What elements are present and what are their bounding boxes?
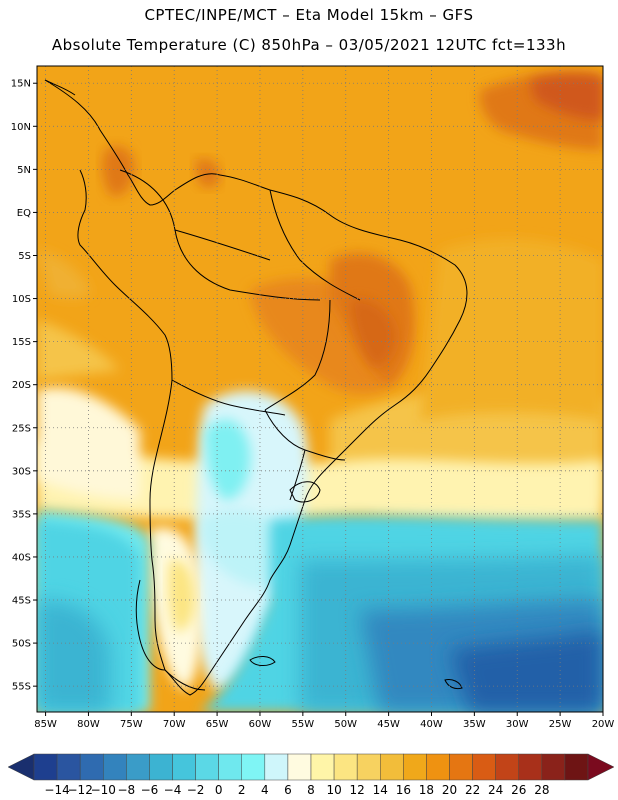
colorbar-swatch xyxy=(56,753,81,781)
colorbar-tick-label: −8 xyxy=(117,783,135,797)
lat-tick-label: 30S xyxy=(12,466,31,477)
colorbar-swatch xyxy=(103,753,127,781)
colorbar-tick-label: −10 xyxy=(91,783,116,797)
color-legend: −14−12−10 −8 −6 −4 −2 0 2 4 6 8 10 12 14 16 18 20 22 24 26… xyxy=(7,753,615,797)
lon-tick-label: 70W xyxy=(163,719,186,730)
lon-tick-label: 45W xyxy=(377,719,400,730)
lat-tick-label: 40S xyxy=(12,552,31,563)
colorbar-tick-label: 4 xyxy=(261,783,269,797)
colorbar-swatch xyxy=(472,753,496,781)
colorbar-tick-label: 18 xyxy=(419,783,434,797)
colorbar-swatch xyxy=(264,753,289,781)
colorbar-tick-label: 10 xyxy=(326,783,341,797)
lon-tick-label: 75W xyxy=(120,719,143,730)
colorbar-tick-label: 0 xyxy=(215,783,223,797)
colorbar-tick-label: 14 xyxy=(373,783,388,797)
lon-tick-label: 30W xyxy=(506,719,529,730)
lat-tick-label: 10N xyxy=(11,122,31,133)
lon-tick-label: 60W xyxy=(249,719,272,730)
colorbar-tick-label: 8 xyxy=(307,783,315,797)
lat-tick-label: 35S xyxy=(12,509,31,520)
colorbar-swatch xyxy=(241,753,266,781)
coastlines-borders xyxy=(44,79,468,696)
temperature-field xyxy=(37,66,603,712)
lat-tick-label: 5S xyxy=(18,251,31,262)
colorbar-swatch xyxy=(310,753,335,781)
colorbar-swatch xyxy=(195,753,219,781)
lon-tick-label: 25W xyxy=(549,719,572,730)
colorbar-swatch xyxy=(449,753,473,781)
colorbar-tick-label: 12 xyxy=(350,783,365,797)
colorbar-tick-label: 2 xyxy=(238,783,246,797)
lon-tick-label: 55W xyxy=(292,719,315,730)
colorbar-swatch xyxy=(380,753,404,781)
lon-tick-label: 85W xyxy=(34,719,57,730)
lat-tick-label: 20S xyxy=(12,380,31,391)
lat-tick-label: 10S xyxy=(12,294,31,305)
colorbar-swatch xyxy=(518,753,543,781)
lat-tick-label: 50S xyxy=(12,639,31,650)
colorbar-swatch xyxy=(403,753,427,781)
lat-tick-label: 25S xyxy=(12,423,31,434)
colorbar-swatch xyxy=(426,753,450,781)
colorbar-swatch xyxy=(126,753,150,781)
colorbar-tick-label: −4 xyxy=(164,783,182,797)
colorbar-swatch xyxy=(541,753,566,781)
map-frame xyxy=(36,65,604,713)
lon-tick-label: 50W xyxy=(334,719,357,730)
colorbar-under-arrow xyxy=(7,753,35,781)
longitude-axis: 85W 80W 75W 70W 65W 60W 55W 50W 45W 40W 35W 30W 25W 2… xyxy=(34,712,614,730)
lon-tick-label: 65W xyxy=(206,719,229,730)
lat-tick-label: 5N xyxy=(17,165,31,176)
colorbar-swatch xyxy=(79,753,104,781)
colorbar-swatch xyxy=(287,753,312,781)
colorbar-tick-label: −12 xyxy=(68,783,93,797)
colorbar-swatch xyxy=(172,753,196,781)
colorbar-swatch xyxy=(564,753,589,781)
chart-subtitle: Absolute Temperature (C) 850hPa – 03/05/… xyxy=(51,36,567,54)
colorbar-tick-label: 16 xyxy=(396,783,411,797)
lat-tick-label: 15S xyxy=(12,337,31,348)
colorbar-swatch xyxy=(495,753,519,781)
colorbar-tick-label: −6 xyxy=(141,783,159,797)
colorbar-swatch xyxy=(218,753,243,781)
lat-tick-label: 55S xyxy=(12,682,31,693)
lon-tick-label: 20W xyxy=(592,719,615,730)
colorbar-tick-label: 6 xyxy=(284,783,292,797)
colorbar-swatch xyxy=(149,753,173,781)
colorbar-over-arrow xyxy=(587,753,615,781)
lat-tick-label: EQ xyxy=(17,208,31,219)
colorbar-tick-label: 22 xyxy=(465,783,480,797)
chart-title: CPTEC/INPE/MCT – Eta Model 15km – GFS xyxy=(144,6,474,24)
lon-tick-label: 80W xyxy=(77,719,100,730)
colorbar-swatch xyxy=(356,753,381,781)
lon-tick-label: 35W xyxy=(463,719,486,730)
lat-tick-label: 45S xyxy=(12,596,31,607)
colorbar-tick-label: 24 xyxy=(488,783,503,797)
colorbar-tick-label: −2 xyxy=(187,783,205,797)
latitude-axis: 15N 10N 5N EQ 5S 10S 15S 20S 25S 30S 35S 40S 45S 50S 5… xyxy=(11,79,37,693)
colorbar-swatch xyxy=(33,753,58,781)
colorbar-tick-label: 28 xyxy=(534,783,549,797)
lat-tick-label: 15N xyxy=(11,79,31,90)
colorbar-tick-label: −14 xyxy=(44,783,69,797)
colorbar-swatch xyxy=(333,753,358,781)
colorbar-tick-label: 26 xyxy=(511,783,526,797)
lon-tick-label: 40W xyxy=(420,719,443,730)
colorbar-tick-label: 20 xyxy=(442,783,457,797)
